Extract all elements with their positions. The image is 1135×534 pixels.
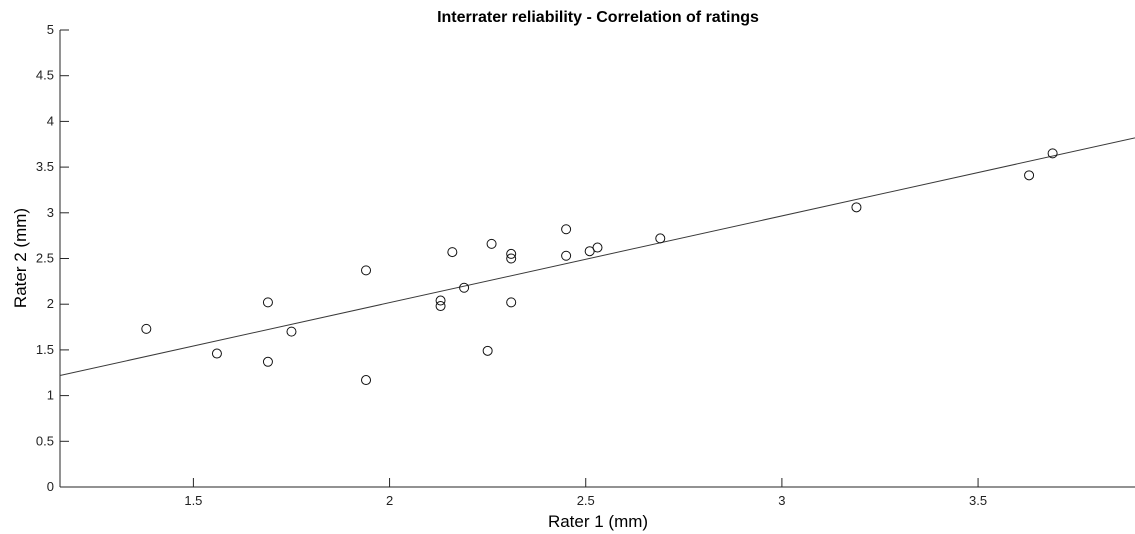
y-tick-label: 0.5 (36, 433, 54, 448)
data-point (141, 323, 152, 334)
y-tick-label: 3.5 (36, 159, 54, 174)
data-point (447, 247, 458, 258)
x-tick-label: 3.5 (969, 493, 987, 508)
data-point (506, 248, 517, 259)
data-point (851, 202, 862, 213)
y-tick-label: 5 (47, 22, 54, 37)
y-tick-label: 2.5 (36, 251, 54, 266)
x-tick-label: 3 (778, 493, 785, 508)
y-tick-label: 3 (47, 205, 54, 220)
x-tick-label: 2.5 (577, 493, 595, 508)
data-point (561, 250, 572, 261)
data-point (286, 326, 297, 337)
data-point (1047, 148, 1058, 159)
data-point (1024, 170, 1035, 181)
y-tick-label: 0 (47, 479, 54, 494)
data-point (486, 238, 497, 249)
data-point (361, 265, 372, 276)
data-point (482, 345, 493, 356)
data-point (592, 242, 603, 253)
data-point (361, 375, 372, 386)
y-tick-label: 2 (47, 296, 54, 311)
y-tick-label: 1 (47, 388, 54, 403)
y-tick-label: 1.5 (36, 342, 54, 357)
data-point (435, 301, 446, 312)
x-tick-label: 2 (386, 493, 393, 508)
y-axis-label: Rater 2 (mm) (11, 208, 30, 308)
plot-area: 0 0.5 1 1.5 2 2.5 3 3.5 4 4.5 5 1.5 2 2.5 3 3.5 (36, 22, 1135, 508)
data-point (211, 348, 222, 359)
x-axis-label: Rater 1 (mm) (548, 512, 648, 531)
data-point (262, 356, 273, 367)
x-tick-label: 1.5 (184, 493, 202, 508)
data-point (506, 297, 517, 308)
data-point (506, 253, 517, 264)
data-point (459, 282, 470, 293)
data-point (561, 224, 572, 235)
data-point (435, 295, 446, 306)
y-tick-label: 4.5 (36, 68, 54, 83)
chart-title: Interrater reliability - Correlation of … (437, 9, 759, 26)
data-point (262, 297, 273, 308)
y-tick-label: 4 (47, 113, 54, 128)
regression-line (59, 137, 1135, 376)
data-point (655, 233, 666, 244)
